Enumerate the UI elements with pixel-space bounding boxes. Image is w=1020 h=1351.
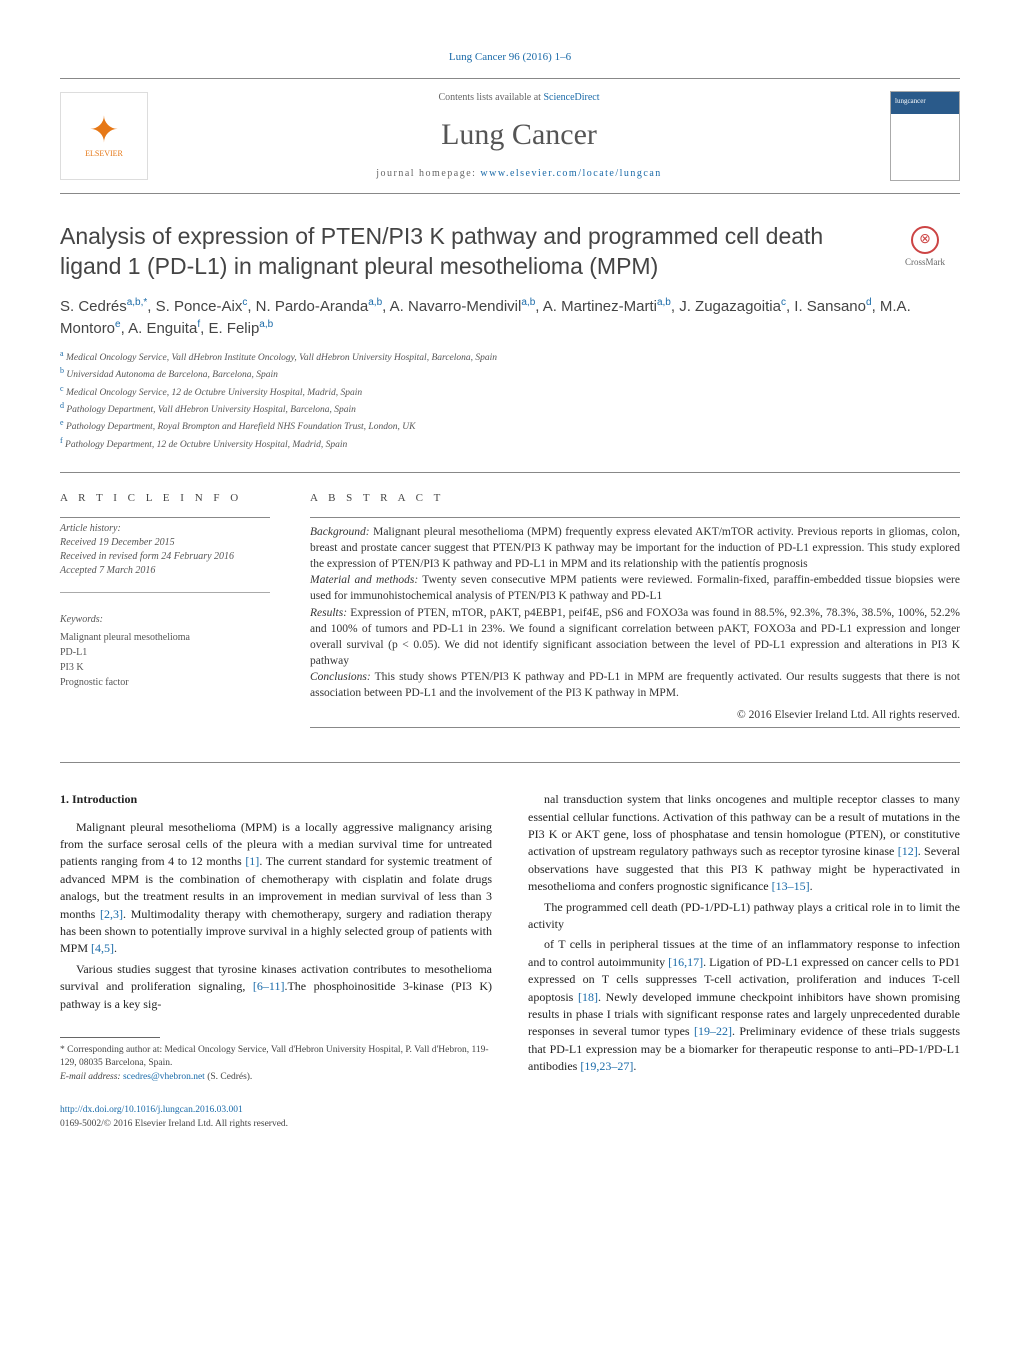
body-column-left: 1. Introduction Malignant pleural mesoth… bbox=[60, 791, 492, 1131]
journal-cover[interactable]: lungcancer bbox=[890, 91, 960, 181]
citation: Lung Cancer 96 (2016) 1–6 bbox=[60, 50, 960, 66]
contents-line: Contents lists available at ScienceDirec… bbox=[148, 91, 890, 106]
crossmark-badge[interactable]: ⊗ CrossMark bbox=[890, 226, 960, 269]
abstract-column: a b s t r a c t Background: Malignant pl… bbox=[310, 491, 960, 732]
doi-link[interactable]: http://dx.doi.org/10.1016/j.lungcan.2016… bbox=[60, 1105, 243, 1115]
keywords-label: Keywords: bbox=[60, 613, 270, 628]
publisher-name: ELSEVIER bbox=[85, 148, 123, 160]
abstract-heading: a b s t r a c t bbox=[310, 491, 960, 507]
homepage-line: journal homepage: www.elsevier.com/locat… bbox=[148, 167, 890, 182]
elsevier-logo[interactable]: ✦ ELSEVIER bbox=[60, 92, 148, 180]
intro-heading: 1. Introduction bbox=[60, 791, 492, 808]
article-info-column: a r t i c l e i n f o Article history: R… bbox=[60, 491, 270, 732]
crossmark-icon: ⊗ bbox=[911, 226, 939, 254]
authors-list: S. Cedrésa,b,*, S. Ponce-Aixc, N. Pardo-… bbox=[60, 296, 960, 340]
body-text: 1. Introduction Malignant pleural mesoth… bbox=[60, 791, 960, 1131]
abstract-body: Background: Malignant pleural mesothelio… bbox=[310, 522, 960, 723]
copyright-line: © 2016 Elsevier Ireland Ltd. All rights … bbox=[310, 707, 960, 723]
article-history: Article history: Received 19 December 20… bbox=[60, 522, 270, 593]
keywords-list: Malignant pleural mesotheliomaPD-L1PI3 K… bbox=[60, 630, 270, 690]
affiliations: a Medical Oncology Service, Vall dHebron… bbox=[60, 348, 960, 452]
elsevier-tree-icon: ✦ bbox=[89, 112, 119, 148]
sciencedirect-link[interactable]: ScienceDirect bbox=[543, 92, 599, 103]
homepage-link[interactable]: www.elsevier.com/locate/lungcan bbox=[480, 168, 661, 179]
corresponding-email-link[interactable]: scedres@vhebron.net bbox=[123, 1072, 205, 1082]
article-title: Analysis of expression of PTEN/PI3 K pat… bbox=[60, 222, 870, 282]
body-column-right: nal transduction system that links oncog… bbox=[528, 791, 960, 1131]
journal-name: Lung Cancer bbox=[148, 113, 890, 157]
header-banner: ✦ ELSEVIER Contents lists available at S… bbox=[60, 78, 960, 195]
corresponding-footnote: * Corresponding author at: Medical Oncol… bbox=[60, 1044, 492, 1084]
doi-block: http://dx.doi.org/10.1016/j.lungcan.2016… bbox=[60, 1104, 492, 1132]
article-info-heading: a r t i c l e i n f o bbox=[60, 491, 270, 507]
